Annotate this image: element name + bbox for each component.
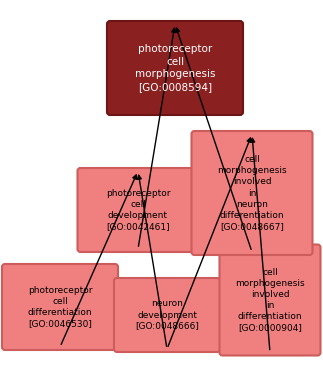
FancyBboxPatch shape: [114, 278, 220, 352]
FancyBboxPatch shape: [107, 21, 243, 115]
Text: photoreceptor
cell
development
[GO:0042461]: photoreceptor cell development [GO:00424…: [106, 189, 170, 231]
FancyBboxPatch shape: [192, 131, 312, 255]
Text: cell
morphogenesis
involved
in
neuron
differentiation
[GO:0048667]: cell morphogenesis involved in neuron di…: [217, 155, 287, 231]
Text: neuron
development
[GO:0048666]: neuron development [GO:0048666]: [135, 299, 199, 331]
Text: photoreceptor
cell
morphogenesis
[GO:0008594]: photoreceptor cell morphogenesis [GO:000…: [135, 44, 215, 92]
FancyBboxPatch shape: [220, 244, 320, 356]
FancyBboxPatch shape: [2, 264, 118, 350]
Text: photoreceptor
cell
differentiation
[GO:0046530]: photoreceptor cell differentiation [GO:0…: [28, 286, 92, 328]
FancyBboxPatch shape: [78, 168, 199, 252]
Text: cell
morphogenesis
involved
in
differentiation
[GO:0000904]: cell morphogenesis involved in different…: [235, 268, 305, 332]
